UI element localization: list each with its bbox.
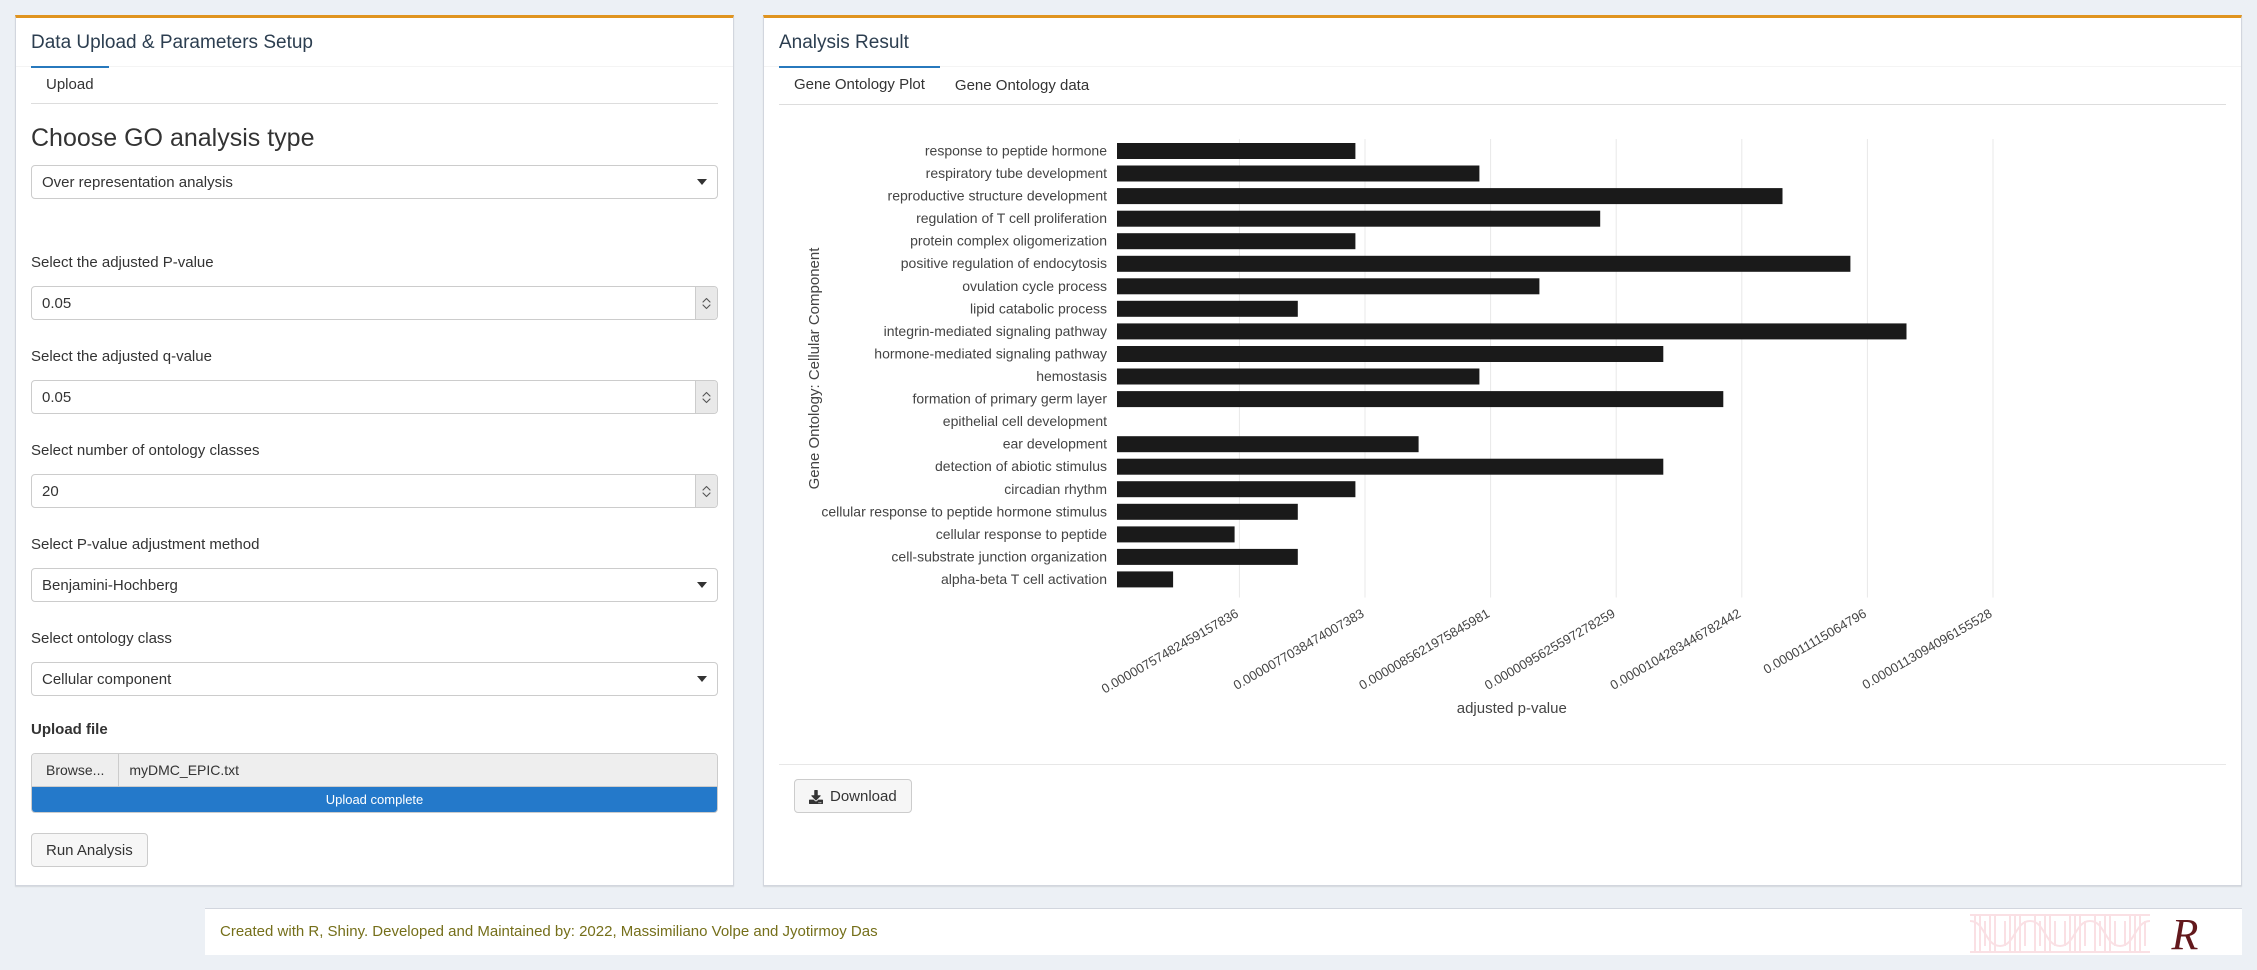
svg-text:respiratory tube development: respiratory tube development [926,165,1107,181]
svg-text:detection of abiotic stimulus: detection of abiotic stimulus [935,458,1107,474]
svg-text:lipid catabolic process: lipid catabolic process [970,300,1107,316]
svg-text:cellular response to peptide h: cellular response to peptide hormone sti… [821,503,1107,519]
svg-text:hemostasis: hemostasis [1036,368,1107,384]
svg-text:positive regulation of endocyt: positive regulation of endocytosis [901,255,1107,271]
svg-text:epithelial cell development: epithelial cell development [943,413,1107,429]
svg-text:reproductive structure develop: reproductive structure development [888,188,1108,204]
svg-text:0.0000077038474007383: 0.0000077038474007383 [1231,606,1367,693]
svg-text:ovulation cycle process: ovulation cycle process [962,278,1107,294]
svg-text:formation of primary germ laye: formation of primary germ layer [912,391,1107,407]
svg-text:0.00000757482459157836: 0.00000757482459157836 [1099,606,1241,697]
svg-text:response to peptide hormone: response to peptide hormone [925,143,1107,159]
svg-text:integrin-mediated signaling pa: integrin-mediated signaling pathway [884,323,1107,339]
svg-text:ear development: ear development [1003,436,1107,452]
svg-text:0.000011115064796: 0.000011115064796 [1761,606,1869,677]
svg-text:0.0000095625597278259: 0.0000095625597278259 [1482,606,1618,693]
svg-text:hormone-mediated signaling pat: hormone-mediated signaling pathway [874,346,1107,362]
svg-text:0.0000104283446782442: 0.0000104283446782442 [1607,606,1743,693]
svg-text:0.0000113094096155528: 0.0000113094096155528 [1859,606,1994,693]
svg-text:alpha-beta T cell activation: alpha-beta T cell activation [941,571,1107,587]
svg-text:adjusted p-value: adjusted p-value [1457,700,1567,717]
svg-text:R: R [2171,911,2199,955]
svg-text:cellular response to peptide: cellular response to peptide [936,526,1107,542]
svg-text:0.0000085621975845981: 0.0000085621975845981 [1356,606,1492,693]
svg-text:protein complex oligomerizatio: protein complex oligomerization [910,233,1107,249]
svg-text:cell-substrate junction organi: cell-substrate junction organization [891,548,1107,564]
svg-text:circadian rhythm: circadian rhythm [1004,481,1107,497]
svg-text:Gene Ontology: Cellular Compon: Gene Ontology: Cellular Component [806,247,823,490]
svg-text:regulation of T cell prolifera: regulation of T cell proliferation [916,210,1107,226]
